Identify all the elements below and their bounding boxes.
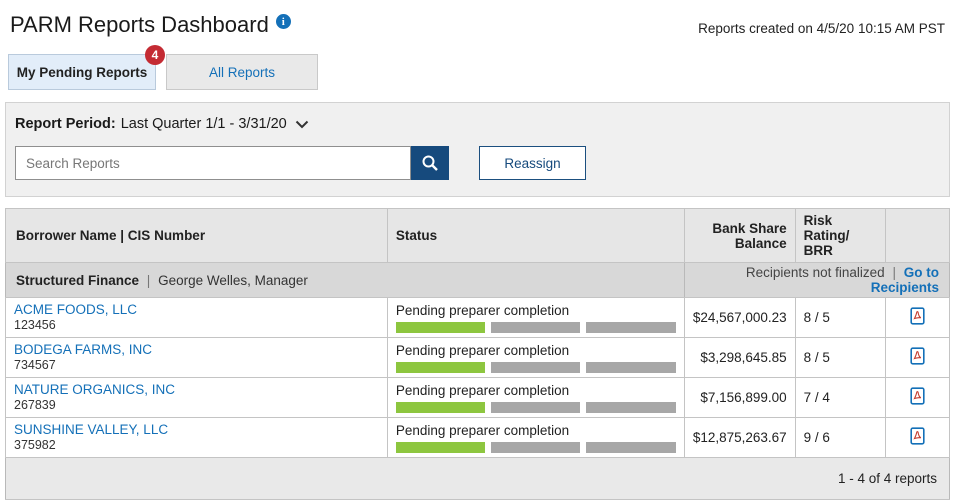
borrower-cell: NATURE ORGANICS, INC 267839 (5, 377, 388, 418)
status-cell: Pending preparer completion (386, 377, 685, 418)
recipients-status: Recipients not finalized (745, 265, 885, 280)
reports-table: Borrower Name | CIS Number Status Bank S… (5, 208, 951, 500)
tab-label: All Reports (208, 64, 276, 80)
risk-rating: 8 / 5 (794, 337, 887, 378)
column-header-bank-share-balance: Bank Share Balance (683, 208, 796, 263)
progress-segment (395, 401, 486, 413)
column-header-status: Status (386, 208, 685, 263)
progress-segment (395, 441, 486, 453)
risk-rating: 7 / 4 (794, 377, 887, 418)
info-icon[interactable]: i (275, 14, 291, 29)
tab-my-pending-reports[interactable]: My Pending Reports 4 (8, 45, 165, 90)
table-row: BODEGA FARMS, INC 734567 Pending prepare… (5, 337, 950, 378)
status-text: Pending preparer completion (395, 342, 570, 358)
group-manager: George Welles, Manager (158, 272, 308, 288)
progress-segment (491, 401, 581, 413)
results-count: 1 - 4 of 4 reports (5, 457, 950, 500)
progress-segment (491, 361, 581, 373)
reports-created-timestamp: Reports created on 4/5/20 10:15 AM PST (698, 21, 945, 36)
search-icon (421, 154, 439, 172)
tab-bar: My Pending Reports 4 All Reports (8, 45, 955, 90)
pdf-icon (910, 307, 925, 325)
table-row: SUNSHINE VALLEY, LLC 375982 Pending prep… (5, 417, 950, 458)
status-text: Pending preparer completion (395, 302, 570, 318)
pdf-icon (910, 347, 925, 365)
table-header-row: Borrower Name | CIS Number Status Bank S… (5, 208, 950, 263)
pdf-download-button[interactable] (885, 337, 950, 378)
reassign-button[interactable]: Reassign (479, 146, 586, 180)
status-cell: Pending preparer completion (386, 297, 685, 338)
chevron-down-icon (295, 120, 309, 129)
column-header-pdf (885, 208, 950, 263)
pdf-icon (910, 427, 925, 445)
bank-share-balance: $7,156,899.00 (683, 377, 796, 418)
report-period-dropdown[interactable]: Report Period: Last Quarter 1/1 - 3/31/2… (15, 116, 937, 132)
go-to-recipients-link[interactable]: Go to Recipients (870, 265, 939, 295)
group-row: Structured Finance | George Welles, Mana… (5, 262, 951, 298)
progress-segment (586, 401, 676, 413)
borrower-link[interactable]: BODEGA FARMS, INC (14, 342, 153, 357)
page-title: PARM Reports Dashboard i (10, 12, 291, 38)
cis-number: 267839 (14, 398, 56, 412)
progress-segment (586, 441, 676, 453)
pdf-download-button[interactable] (885, 297, 950, 338)
risk-rating: 8 / 5 (794, 297, 887, 338)
report-period-value: Last Quarter 1/1 - 3/31/20 (120, 116, 287, 132)
borrower-link[interactable]: NATURE ORGANICS, INC (14, 382, 176, 397)
report-period-label: Report Period: (15, 116, 116, 132)
table-footer-row: 1 - 4 of 4 reports (5, 457, 950, 500)
table-row: ACME FOODS, LLC 123456 Pending preparer … (5, 297, 950, 338)
group-name: Structured Finance (16, 272, 140, 288)
progress-segment (586, 321, 676, 333)
pdf-download-button[interactable] (885, 377, 950, 418)
status-cell: Pending preparer completion (386, 337, 685, 378)
progress-segment (395, 361, 486, 373)
borrower-cell: SUNSHINE VALLEY, LLC 375982 (5, 417, 388, 458)
progress-bar (395, 401, 676, 413)
status-text: Pending preparer completion (395, 382, 570, 398)
pending-count-badge: 4 (145, 45, 165, 65)
top-bar: PARM Reports Dashboard i Reports created… (0, 0, 955, 38)
borrower-link[interactable]: SUNSHINE VALLEY, LLC (14, 422, 169, 437)
progress-segment (395, 321, 486, 333)
group-info: Structured Finance | George Welles, Mana… (5, 262, 685, 298)
tab-all-reports[interactable]: All Reports (166, 54, 318, 90)
pdf-download-button[interactable] (885, 417, 950, 458)
bank-share-balance: $24,567,000.23 (683, 297, 796, 338)
search-button[interactable] (411, 146, 449, 180)
bank-share-balance: $3,298,645.85 (683, 337, 796, 378)
progress-segment (491, 441, 581, 453)
progress-bar (395, 321, 676, 333)
borrower-cell: ACME FOODS, LLC 123456 (5, 297, 388, 338)
tab-label: My Pending Reports (16, 64, 148, 80)
progress-bar (395, 361, 676, 373)
cis-number: 734567 (14, 358, 56, 372)
cis-number: 123456 (14, 318, 56, 332)
column-header-borrower: Borrower Name | CIS Number (5, 208, 388, 263)
risk-rating: 9 / 6 (794, 417, 887, 458)
status-cell: Pending preparer completion (386, 417, 685, 458)
bank-share-balance: $12,875,263.67 (683, 417, 796, 458)
status-text: Pending preparer completion (395, 422, 570, 438)
group-recipients: Recipients not finalized | Go to Recipie… (683, 262, 951, 298)
page-title-text: PARM Reports Dashboard (10, 12, 269, 37)
search-row: Reassign (15, 146, 937, 180)
pdf-icon (910, 387, 925, 405)
progress-segment (491, 321, 581, 333)
borrower-cell: BODEGA FARMS, INC 734567 (5, 337, 388, 378)
separator: | (892, 265, 896, 280)
table-row: NATURE ORGANICS, INC 267839 Pending prep… (5, 377, 950, 418)
cis-number: 375982 (14, 438, 56, 452)
search-input[interactable] (15, 146, 411, 180)
filter-panel: Report Period: Last Quarter 1/1 - 3/31/2… (5, 102, 950, 197)
borrower-link[interactable]: ACME FOODS, LLC (14, 302, 138, 317)
separator: | (146, 272, 151, 288)
progress-bar (395, 441, 676, 453)
progress-segment (586, 361, 676, 373)
column-header-risk-rating: Risk Rating/ BRR (794, 208, 887, 263)
